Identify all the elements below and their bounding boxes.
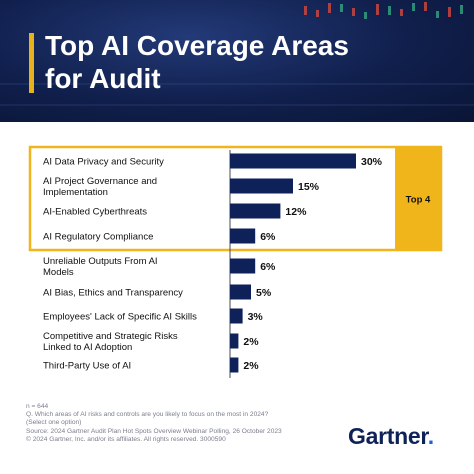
- category-label-line: AI Regulatory Compliance: [43, 232, 153, 243]
- title-line-2: for Audit: [45, 63, 161, 94]
- data-label: 3%: [248, 311, 264, 323]
- data-label: 15%: [298, 181, 320, 193]
- data-label: 6%: [260, 261, 276, 273]
- logo-dot: .: [427, 423, 434, 449]
- data-label: 6%: [260, 231, 276, 243]
- bar: [230, 178, 293, 194]
- data-label: 5%: [256, 287, 272, 299]
- bar: [230, 203, 281, 219]
- highlight-frame: [28, 145, 443, 252]
- title-accent-bar: [29, 33, 34, 93]
- footer-source: Source: 2024 Gartner Audit Plan Hot Spot…: [26, 427, 282, 435]
- bar: [230, 153, 356, 169]
- footer-notes: n = 644 Q. Which areas of AI risks and c…: [26, 403, 346, 444]
- category-label: AI Data Privacy and Security: [43, 157, 164, 168]
- header-banner: Top AI Coverage Areas for Audit: [0, 0, 474, 122]
- category-label-line: AI-Enabled Cyberthreats: [43, 207, 147, 218]
- page-title: Top AI Coverage Areas for Audit: [45, 29, 455, 95]
- category-label: Third-Party Use of AI: [43, 361, 131, 372]
- category-label-line: Models: [43, 267, 74, 278]
- footer-sample-size: n = 644: [26, 403, 49, 410]
- category-label: AI-Enabled Cyberthreats: [43, 207, 147, 218]
- category-label-line: Employees' Lack of Specific AI Skills: [43, 312, 197, 323]
- category-label: AI Bias, Ethics and Transparency: [43, 288, 183, 299]
- bar: [230, 228, 256, 244]
- title-line-1: Top AI Coverage Areas: [45, 30, 349, 61]
- data-label: 2%: [243, 360, 259, 372]
- category-label: Employees' Lack of Specific AI Skills: [43, 312, 197, 323]
- highlight-tab: [395, 147, 441, 250]
- bar: [230, 357, 239, 373]
- category-label-line: Third-Party Use of AI: [43, 361, 131, 372]
- footer-question-note: (Select one option): [26, 419, 82, 427]
- bar: [230, 258, 256, 274]
- gartner-logo: Gartner.: [348, 423, 434, 449]
- category-label-line: Linked to AI Adoption: [43, 342, 132, 353]
- data-label: 12%: [285, 206, 307, 218]
- category-label-line: Implementation: [43, 187, 108, 198]
- category-label-line: AI Bias, Ethics and Transparency: [43, 288, 183, 299]
- bar: [230, 284, 251, 300]
- footer-copyright: © 2024 Gartner, Inc. and/or its affiliat…: [26, 435, 226, 443]
- category-label-line: AI Project Governance and: [43, 176, 157, 187]
- category-label: Competitive and Strategic Risks Linked to…: [43, 331, 178, 353]
- bar: [230, 308, 243, 324]
- category-label-line: Competitive and Strategic Risks: [43, 331, 178, 342]
- data-label: 2%: [243, 336, 259, 348]
- logo-wordmark: Gartner: [348, 423, 428, 449]
- decorative-stock-chart: [0, 2, 474, 106]
- category-label: AI Project Governance and Implementation: [43, 176, 157, 198]
- highlight-label: Top 4: [406, 195, 431, 206]
- data-label: 30%: [361, 156, 383, 168]
- bar: [230, 333, 239, 349]
- category-label-line: AI Data Privacy and Security: [43, 157, 164, 168]
- category-label-line: Unreliable Outputs From AI: [43, 256, 158, 267]
- category-label: Unreliable Outputs From AI Models: [43, 256, 158, 278]
- footer-question: Q. Which areas of AI risks and controls …: [26, 411, 269, 419]
- category-label: AI Regulatory Compliance: [43, 232, 153, 243]
